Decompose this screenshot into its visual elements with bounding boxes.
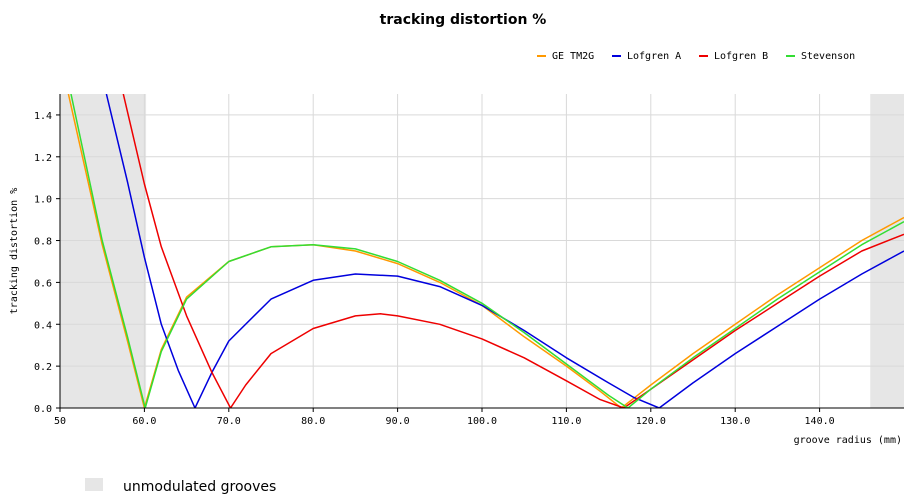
series-line-ge-tm2g [67,94,904,408]
y-axis-label: tracking distortion % [9,188,20,314]
unmodulated-swatch [85,478,103,491]
y-tick-label-7: 1.4 [34,111,52,122]
y-tick-label-1: 0.2 [34,362,52,373]
y-tick-label-4: 0.8 [34,237,52,248]
grid [59,94,904,409]
x-tick-label-7: 120.0 [636,416,666,427]
legend-label-stevenson: Stevenson [801,51,855,62]
x-tick-label-6: 110.0 [551,416,581,427]
x-axis-label: groove radius (mm) [794,435,902,446]
series-line-stevenson [70,94,904,408]
y-tick-label-5: 1.0 [34,195,52,206]
series-line-lofgren-a [105,94,904,408]
legend-label-lofgren-a: Lofgren A [627,51,681,62]
y-ticks: 0.0 0.2 0.4 0.6 0.8 1.0 1.2 1.4 [34,111,60,415]
x-tick-label-3: 80.0 [301,416,325,427]
x-ticks: 50 60.0 70.0 80.0 90.0 100.0 110.0 120.0 130.0 14… [54,408,835,427]
x-tick-label-8: 130.0 [720,416,750,427]
legend-label-ge-tm2g: GE TM2G [552,51,594,62]
y-tick-label-3: 0.6 [34,278,52,289]
series-lines [67,94,904,408]
legend-label-lofgren-b: Lofgren B [714,51,768,62]
plot-area: 50 60.0 70.0 80.0 90.0 100.0 110.0 120.0 130.0 14… [34,94,904,427]
shaded-regions [60,94,904,408]
x-tick-label-1: 60.0 [132,416,156,427]
y-tick-label-0: 0.0 [34,404,52,415]
unmodulated-label: unmodulated grooves [123,479,276,495]
series-line-lofgren-b [122,94,904,408]
x-tick-label-5: 100.0 [467,416,497,427]
x-tick-label-4: 90.0 [386,416,410,427]
y-tick-label-6: 1.2 [34,153,52,164]
x-tick-label-2: 70.0 [217,416,241,427]
legend: GE TM2G Lofgren A Lofgren B Stevenson [537,51,855,62]
x-tick-label-9: 140.0 [805,416,835,427]
chart-title: tracking distortion % [380,12,547,28]
shaded-region-1 [870,94,904,408]
y-tick-label-2: 0.4 [34,320,52,331]
x-tick-label-0: 50 [54,416,66,427]
